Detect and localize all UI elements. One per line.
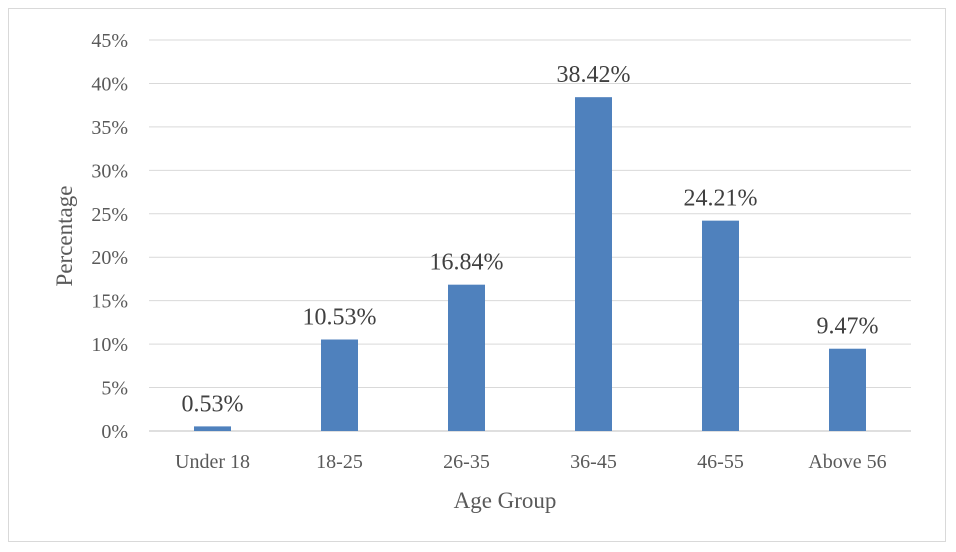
chart-frame	[8, 8, 946, 542]
x-tick-label: 26-35	[443, 451, 490, 473]
data-label: 0.53%	[182, 391, 244, 417]
x-tick-label: Above 56	[808, 451, 886, 473]
y-tick-label: 15%	[91, 291, 128, 313]
x-axis-ticks: Under 18 18-25 26-35 36-45 46-55 Above 56	[175, 451, 887, 473]
x-axis-title: Age Group	[454, 488, 557, 513]
y-tick-label: 0%	[101, 421, 128, 443]
x-tick-label: 46-55	[697, 451, 744, 473]
y-tick-label: 20%	[91, 247, 128, 269]
y-tick-label: 5%	[101, 378, 128, 400]
y-axis-ticks: 0% 5% 10% 15% 20% 25% 30% 35% 40% 45%	[91, 30, 128, 443]
x-tick-label: 18-25	[316, 451, 363, 473]
bar	[575, 97, 612, 432]
data-label: 24.21%	[684, 186, 758, 212]
bar	[829, 348, 866, 431]
bar	[321, 339, 358, 431]
y-axis-title: Percentage	[52, 186, 77, 287]
data-label: 9.47%	[817, 314, 879, 340]
bar	[448, 284, 485, 431]
y-tick-label: 10%	[91, 334, 128, 356]
data-label: 10.53%	[303, 305, 377, 331]
y-tick-label: 45%	[91, 30, 128, 52]
y-tick-label: 40%	[91, 73, 128, 95]
y-tick-label: 30%	[91, 160, 128, 182]
y-tick-label: 35%	[91, 117, 128, 139]
x-tick-label: Under 18	[175, 451, 250, 473]
bars	[194, 97, 866, 432]
data-label: 38.42%	[557, 62, 631, 88]
bar	[194, 426, 231, 431]
gridlines	[149, 39, 911, 432]
bar	[702, 220, 739, 431]
y-tick-label: 25%	[91, 204, 128, 226]
data-label: 16.84%	[430, 250, 504, 276]
data-labels: 0.53% 10.53% 16.84% 38.42% 24.21% 9.47%	[182, 62, 879, 417]
x-tick-label: 36-45	[570, 451, 617, 473]
